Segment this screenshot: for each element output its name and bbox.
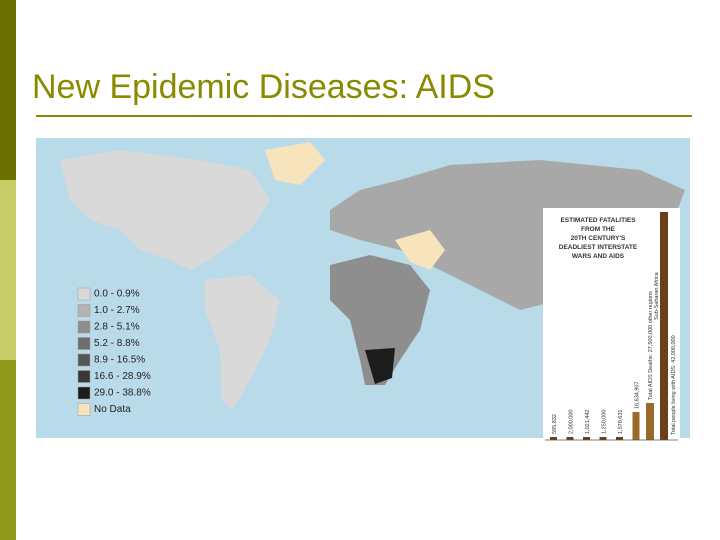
legend: 0.0 - 0.9% 1.0 - 2.7% 2.8 - 5.1% 5.2 - 8.8%… (77, 287, 151, 416)
inset-title: ESTIMATED FATALITIES FROM THE 20TH CENTURY… (559, 217, 638, 260)
middle-east (395, 230, 445, 270)
legend-label: 29.0 - 38.8% (94, 388, 151, 399)
north-america (60, 150, 270, 270)
legend-label: 8.9 - 16.5% (94, 355, 145, 366)
legend-swatch (77, 287, 91, 301)
inset-chart: ESTIMATED FATALITIES FROM THE 20TH CENTURY… (543, 208, 680, 515)
inset-background (543, 208, 680, 515)
war-bar-label: 595,832 (552, 414, 558, 434)
side-bar (0, 0, 16, 180)
war-bar-label: 1,578,631 (618, 410, 624, 434)
war-bar (550, 437, 557, 440)
inset-title-line: 20TH CENTURY'S (571, 235, 626, 242)
legend-swatch (77, 386, 91, 400)
inset-title-line: ESTIMATED FATALITIES (560, 217, 636, 224)
legend-swatch (77, 337, 91, 350)
legend-swatch (77, 370, 91, 383)
war-bar (616, 437, 623, 440)
deaths-bar (646, 403, 654, 440)
living-bar (660, 212, 668, 440)
inset-title-line: WARS AND AIDS (572, 253, 625, 260)
legend-label: 5.2 - 8.8% (94, 338, 140, 349)
legend-swatch (77, 403, 91, 416)
legend-label: 2.8 - 5.1% (94, 322, 140, 333)
legend-swatch (77, 304, 91, 317)
slide-title: New Epidemic Diseases: AIDS (32, 68, 495, 106)
inset-title-line: FROM THE (581, 226, 616, 233)
southern-africa (365, 348, 395, 384)
legend-swatch (77, 320, 91, 334)
war-bar-label: 1,021,442 (585, 410, 591, 434)
legend-label: 0.0 - 0.9% (94, 289, 140, 300)
greenland (265, 142, 325, 185)
side-bar (0, 180, 16, 360)
war-bar (632, 412, 640, 440)
africa (330, 255, 430, 385)
living-label: Total people living with AIDS: 42,000,00… (671, 335, 677, 435)
legend-swatch (77, 353, 91, 367)
war-bar-label: 16,634,907 (635, 381, 641, 409)
war-bar (599, 437, 607, 440)
inset-title-line: DEADLIEST INTERSTATE (559, 244, 638, 251)
map (36, 138, 690, 438)
south-america (205, 275, 280, 410)
legend-label: No Data (94, 404, 131, 415)
region-label: Sub-Saharan Africa (654, 271, 660, 320)
side-bar (0, 360, 16, 540)
legend-label: 1.0 - 2.7% (94, 305, 140, 316)
legend-label: 16.6 - 28.9% (94, 371, 151, 382)
war-bar (583, 437, 590, 440)
war-bar (566, 437, 574, 440)
deaths-label: Total AIDS Deaths: 27,500,000 other regi… (648, 291, 654, 400)
inset-bars: 595,832 2,000,000 1,021,442 1,250,000 1,578,… (550, 381, 641, 440)
war-bar-label: 1,250,000 (602, 410, 608, 434)
war-bar-label: 2,000,000 (569, 410, 575, 434)
